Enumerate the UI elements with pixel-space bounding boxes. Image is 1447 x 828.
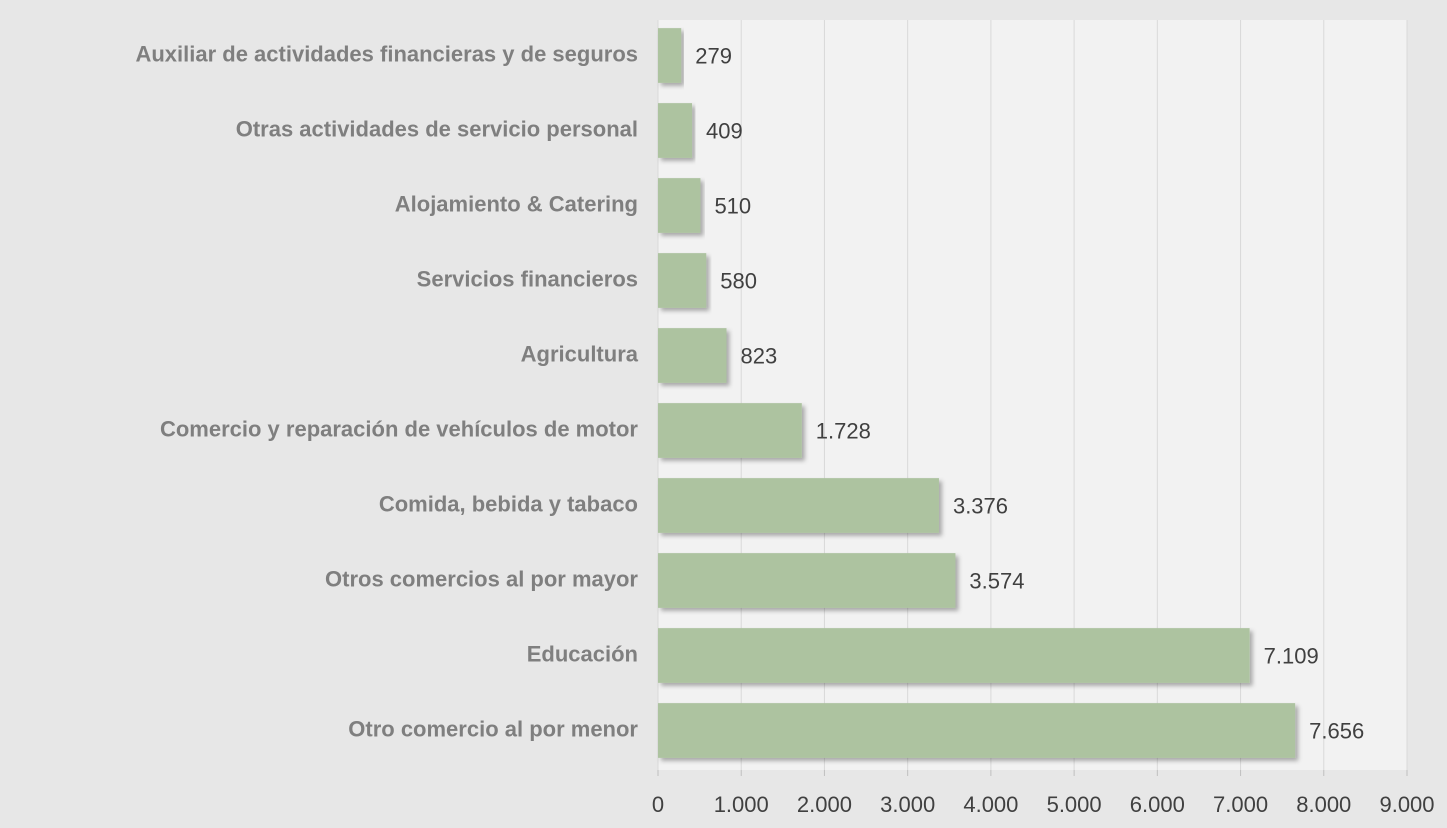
- category-label: Agricultura: [521, 341, 639, 366]
- category-label: Otros comercios al por mayor: [325, 566, 638, 591]
- category-label: Comercio y reparación de vehículos de mo…: [160, 416, 638, 441]
- bar: [658, 478, 939, 533]
- value-label: 1.728: [816, 418, 871, 443]
- category-label: Otras actividades de servicio personal: [236, 116, 638, 141]
- category-label: Otro comercio al por menor: [348, 716, 638, 741]
- value-label: 510: [714, 193, 751, 218]
- x-tick-label: 3.000: [880, 792, 935, 817]
- x-tick-label: 7.000: [1213, 792, 1268, 817]
- category-label: Alojamiento & Catering: [395, 191, 638, 216]
- x-tick-label: 9.000: [1379, 792, 1434, 817]
- category-label: Auxiliar de actividades financieras y de…: [135, 41, 638, 66]
- bar: [658, 553, 956, 608]
- x-tick-label: 5.000: [1047, 792, 1102, 817]
- category-label: Educación: [527, 641, 638, 666]
- bar: [658, 253, 707, 308]
- value-label: 7.656: [1309, 718, 1364, 743]
- bar: [658, 178, 701, 233]
- x-tick-label: 6.000: [1130, 792, 1185, 817]
- bar: [658, 328, 727, 383]
- x-tick-label: 1.000: [714, 792, 769, 817]
- value-label: 823: [740, 343, 777, 368]
- x-tick-label: 0: [652, 792, 664, 817]
- value-label: 7.109: [1264, 643, 1319, 668]
- value-label: 3.574: [969, 568, 1024, 593]
- bar: [658, 403, 802, 458]
- x-tick-label: 2.000: [797, 792, 852, 817]
- value-label: 409: [706, 118, 743, 143]
- category-label: Servicios financieros: [417, 266, 638, 291]
- value-label: 3.376: [953, 493, 1008, 518]
- bar: [658, 103, 693, 158]
- x-tick-label: 8.000: [1296, 792, 1351, 817]
- category-label: Comida, bebida y tabaco: [379, 491, 638, 516]
- value-label: 580: [720, 268, 757, 293]
- bar: [658, 28, 682, 83]
- value-label: 279: [695, 43, 732, 68]
- bar: [658, 703, 1296, 758]
- bar: [658, 628, 1250, 683]
- x-tick-label: 4.000: [963, 792, 1018, 817]
